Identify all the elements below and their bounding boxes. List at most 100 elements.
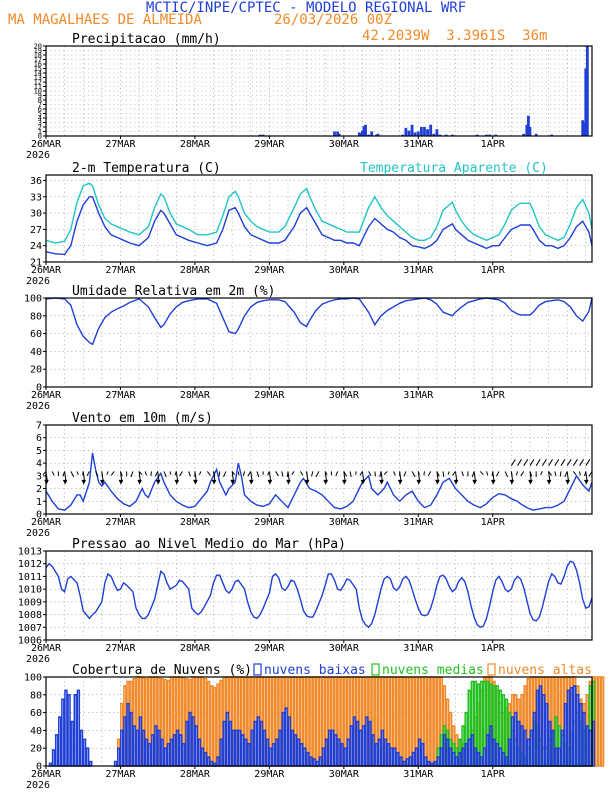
wind-barb <box>368 471 372 477</box>
x-year-label: 2026 <box>26 528 50 539</box>
cloud-bar <box>73 694 77 767</box>
cloud-bar <box>445 738 450 767</box>
cloud-bar <box>417 738 422 767</box>
cloud-bar <box>436 756 440 767</box>
wind-barb-head <box>137 479 142 485</box>
cloud-bar <box>287 716 292 767</box>
wind-barb <box>110 471 115 476</box>
x-tick-label: 1APR <box>481 643 506 654</box>
wind-barb <box>169 471 172 475</box>
cloud-bar <box>551 729 555 767</box>
cloud-bar <box>362 725 366 767</box>
cloud-bar <box>529 729 534 767</box>
precip-bar <box>336 131 340 136</box>
wind-barb <box>442 471 445 477</box>
y-tick-label: 27 <box>30 225 42 236</box>
cloud-bar <box>259 720 264 767</box>
cloud-bar <box>402 760 406 767</box>
x-tick-label: 26MAR <box>31 769 62 780</box>
x-tick-label: 27MAR <box>105 139 136 150</box>
wind-barb-head <box>490 479 496 485</box>
wind-barb-head <box>81 479 87 485</box>
y-tick-label: 100 <box>24 294 42 305</box>
cloud-bar <box>334 734 338 767</box>
cloud-bar <box>147 743 152 767</box>
cloud-bar <box>377 738 381 767</box>
wind-barb <box>76 471 79 475</box>
cloud-bar <box>228 720 233 767</box>
cloud-bar <box>504 698 509 767</box>
x-year-label: 2026 <box>26 276 50 287</box>
wind-barb <box>504 471 508 478</box>
wind-barb <box>275 471 279 477</box>
cloud-bar <box>293 734 298 767</box>
humidity-frame <box>45 297 593 388</box>
cloud-bar <box>113 760 118 767</box>
x-tick-label: 28MAR <box>180 390 211 401</box>
wind-barb-head <box>342 479 347 485</box>
precip-bar <box>494 134 498 136</box>
wind-barb-head <box>267 479 273 485</box>
wind-barb-head <box>416 479 422 485</box>
cloud-bar <box>64 689 68 767</box>
cloud-bar <box>554 747 558 767</box>
legend-swatch <box>487 663 496 676</box>
temperature-legend: Temperatura Aparente (C) <box>360 161 548 176</box>
cloud-bar <box>458 751 462 767</box>
wind-barb-head <box>286 479 291 485</box>
precip-bar <box>258 134 262 136</box>
wind-barb <box>383 471 388 476</box>
wind-barb-head <box>211 479 217 485</box>
wind-barb <box>535 459 541 466</box>
cloud-bar <box>340 743 344 767</box>
cloud-bar <box>343 747 347 767</box>
y-tick-label: 1010 <box>18 585 42 596</box>
cloud-bar <box>135 729 140 767</box>
wind-barb <box>510 459 516 466</box>
cloud-bar <box>82 738 87 767</box>
cloud-bar <box>411 751 416 767</box>
wind-barb <box>198 471 202 475</box>
y-tick-label: 17 <box>34 56 42 64</box>
cloud-bar <box>517 720 521 767</box>
y-tick-label: 24 <box>30 241 42 252</box>
cloud-bar <box>247 743 251 767</box>
cloud-bar <box>579 702 583 767</box>
wind-barb <box>206 471 211 476</box>
wind-barb <box>150 471 152 476</box>
cloud-bar <box>486 734 490 767</box>
cloud-bar <box>439 747 444 767</box>
x-tick-label: 1APR <box>481 390 506 401</box>
cloud-bar <box>188 711 192 767</box>
precip-bar <box>333 131 336 136</box>
cloud-bar <box>321 747 326 767</box>
cloud-bar <box>479 756 484 767</box>
precip-bar <box>581 120 585 136</box>
wind-barb <box>281 471 284 477</box>
cloud-bar <box>265 738 270 767</box>
cloud-bar <box>281 711 285 767</box>
cloud-bar <box>433 760 437 767</box>
precip-bar <box>488 134 492 136</box>
legend-label: nuvens medias <box>382 663 484 678</box>
precip-bar <box>550 134 554 136</box>
x-tick-label: 30MAR <box>329 517 360 528</box>
cloud-bar <box>194 725 198 767</box>
x-tick-label: 1APR <box>481 517 506 528</box>
wind-panel: 0 1 2 34 5 67 26MAR 27MAR 28MAR 29MAR 30MAR 31MAR 1A… <box>26 411 593 539</box>
cloud-bar <box>430 676 434 767</box>
y-tick-label: 1 <box>38 128 42 136</box>
cloud-bar <box>275 738 279 767</box>
x-tick-label: 27MAR <box>105 517 136 528</box>
y-tick-label: 16 <box>34 60 42 68</box>
wind-barb <box>541 459 547 466</box>
wind-barb <box>447 471 450 475</box>
wind-barb-head <box>565 479 570 485</box>
cloud-bar <box>535 689 540 767</box>
legend-label: nuvens baixas <box>264 663 366 678</box>
x-tick-label: 28MAR <box>180 139 211 150</box>
cloud-bar <box>408 756 413 767</box>
cloud-bar <box>231 729 236 767</box>
cloud-bar <box>284 707 288 767</box>
